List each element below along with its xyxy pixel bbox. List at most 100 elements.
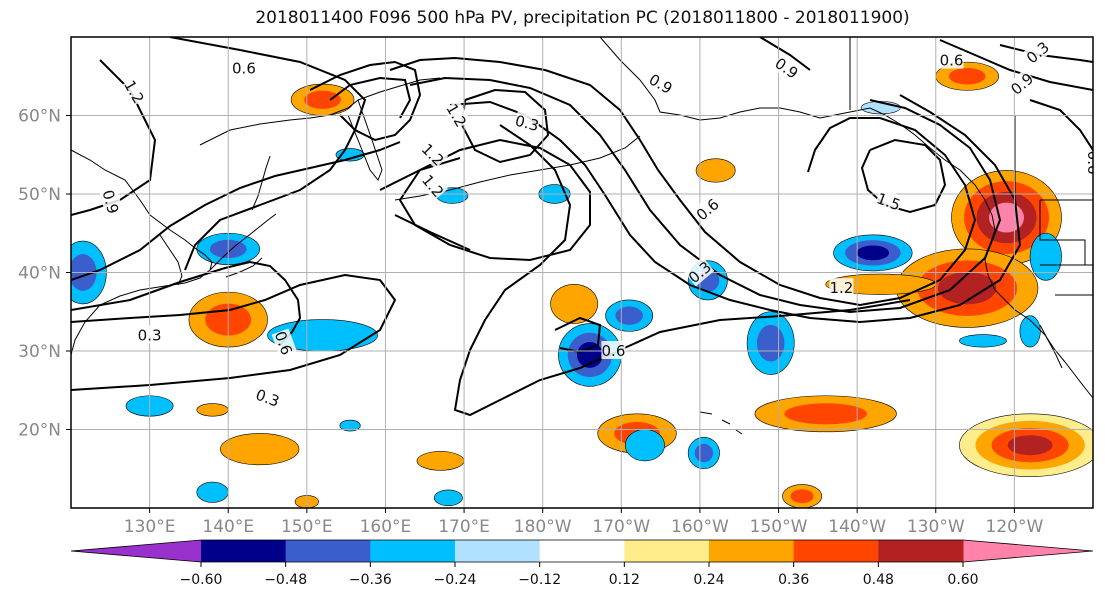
pv-contour xyxy=(329,76,412,119)
lon-tick-label: 170°E xyxy=(438,517,490,537)
precip-shade-blob xyxy=(220,433,300,466)
contour-label: 0.6 xyxy=(940,52,964,70)
contour-label-bg xyxy=(646,69,677,98)
coast-hawaii xyxy=(699,411,743,435)
colorbar-segment xyxy=(624,540,710,562)
precip-shade-blob xyxy=(1007,435,1053,456)
contour-label-bg xyxy=(418,170,449,201)
precip-shade-blob xyxy=(615,306,643,325)
coast-korea xyxy=(159,234,183,286)
lon-tick-label: 130°E xyxy=(124,517,176,537)
precip-shade-blob xyxy=(339,419,361,432)
contour-label: 0.3 xyxy=(513,112,541,136)
precip-shade-blob xyxy=(695,158,736,183)
pv-contour xyxy=(939,39,1093,91)
precip-shade-blob xyxy=(196,481,229,503)
colorbar-tick-label: −0.36 xyxy=(349,572,392,588)
map-area: 0.61.20.90.3 0.60.31.21.21.20.30.90.60.30… xyxy=(71,37,1102,508)
lon-tick-label: 150°W xyxy=(750,517,808,537)
lat-tick-label: 30°N xyxy=(18,342,61,362)
precip-shade-blob xyxy=(1019,315,1041,348)
precip-shade-blob xyxy=(196,403,229,417)
contour-label-bg xyxy=(939,50,964,69)
colorbar-segment xyxy=(793,540,879,562)
lat-tick-label: 60°N xyxy=(18,107,61,127)
colorbar-segment xyxy=(709,540,795,562)
contour-label: 0.6 xyxy=(602,342,626,360)
lon-tick-label: 150°E xyxy=(281,517,333,537)
coast-siberia xyxy=(357,77,441,101)
contour-label: 0.6 xyxy=(1084,151,1102,175)
colorbar-extend-high xyxy=(962,540,1093,562)
coast-sakhalin xyxy=(251,155,271,211)
coast-okhotsk xyxy=(199,99,359,146)
contour-label: 1.2 xyxy=(830,279,854,297)
precip-shade-blob xyxy=(550,283,599,324)
precip-shade-blob xyxy=(756,324,785,362)
contour-label-bg xyxy=(513,110,542,135)
colorbar-tick-label: 0.36 xyxy=(778,572,809,588)
colorbar-tick-label: −0.24 xyxy=(434,572,477,588)
colorbar-tick-label: 0.60 xyxy=(947,572,978,588)
precip-shade-blob xyxy=(694,443,714,463)
pv-contour xyxy=(379,157,471,251)
colorbar-tick-label: −0.12 xyxy=(518,572,561,588)
lat-tick-label: 40°N xyxy=(18,264,61,284)
contour-label: 0.9 xyxy=(99,188,123,216)
lon-tick-label: 140°E xyxy=(202,517,254,537)
colorbar-segment xyxy=(201,540,287,562)
contour-label-bg xyxy=(253,384,283,410)
precip-shade-blob xyxy=(784,403,867,425)
lon-tick-label: 170°W xyxy=(592,517,650,537)
contour-label-bg xyxy=(418,139,449,169)
contour-label-bg xyxy=(231,58,256,77)
colorbar-segment xyxy=(539,540,625,562)
precip-shade-blob xyxy=(304,90,341,109)
lon-tick-label: 180°W xyxy=(514,517,572,537)
colorbar-tick-label: 0.12 xyxy=(609,572,640,588)
pv-contour xyxy=(309,60,422,142)
contour-label-bg xyxy=(829,278,854,297)
contour-label-bg xyxy=(443,100,471,130)
pv-contour xyxy=(999,44,1093,63)
lon-tick-label: 160°W xyxy=(671,517,729,537)
plot-title: 2018011400 F096 500 hPa PV, precipitatio… xyxy=(255,8,910,28)
graticule xyxy=(71,37,1093,508)
pv-contour xyxy=(449,94,1022,324)
pv-contour xyxy=(71,141,401,281)
latitude-axis: 20°N 30°N 40°N 50°N 60°N xyxy=(18,107,71,441)
lon-tick-label: 120°W xyxy=(986,517,1044,537)
contour-label-bg xyxy=(601,341,626,359)
pv-contour xyxy=(169,37,367,271)
contour-label-bg xyxy=(1085,150,1093,175)
lon-tick-label: 130°W xyxy=(907,517,965,537)
pv-contour xyxy=(1029,99,1093,151)
contour-label: 0.3 xyxy=(138,326,162,344)
precip-shade-blob xyxy=(790,489,814,504)
pv-contours xyxy=(71,37,1093,417)
lon-tick-label: 140°W xyxy=(828,517,886,537)
contour-label-bg xyxy=(271,328,297,358)
contour-label-bg xyxy=(692,194,723,224)
contour-label-bg xyxy=(1022,37,1053,67)
coast-baja xyxy=(1039,324,1063,369)
precip-shade-blob xyxy=(938,272,997,305)
colorbar-segment xyxy=(878,540,964,562)
lat-tick-label: 20°N xyxy=(18,421,61,441)
colorbar-segment xyxy=(455,540,541,562)
contour-label: 0.6 xyxy=(232,59,256,77)
border-states xyxy=(1014,115,1093,296)
colorbar-tick-label: 0.24 xyxy=(693,572,724,588)
lat-tick-label: 50°N xyxy=(18,185,61,205)
pv-contour xyxy=(460,88,550,164)
pv-contour xyxy=(759,37,811,71)
coast-alaska xyxy=(599,37,961,171)
coast-kamchatka xyxy=(347,99,383,181)
colorbar-segment xyxy=(370,540,456,562)
contour-label-bg xyxy=(99,187,124,216)
longitude-axis: 130°E 140°E 150°E 160°E 170°E 180°W 170°W 160°W… xyxy=(124,508,1044,537)
precip-shade-blob xyxy=(416,451,465,471)
contour-label-bg xyxy=(684,257,715,287)
coast-north-america xyxy=(959,169,1093,399)
